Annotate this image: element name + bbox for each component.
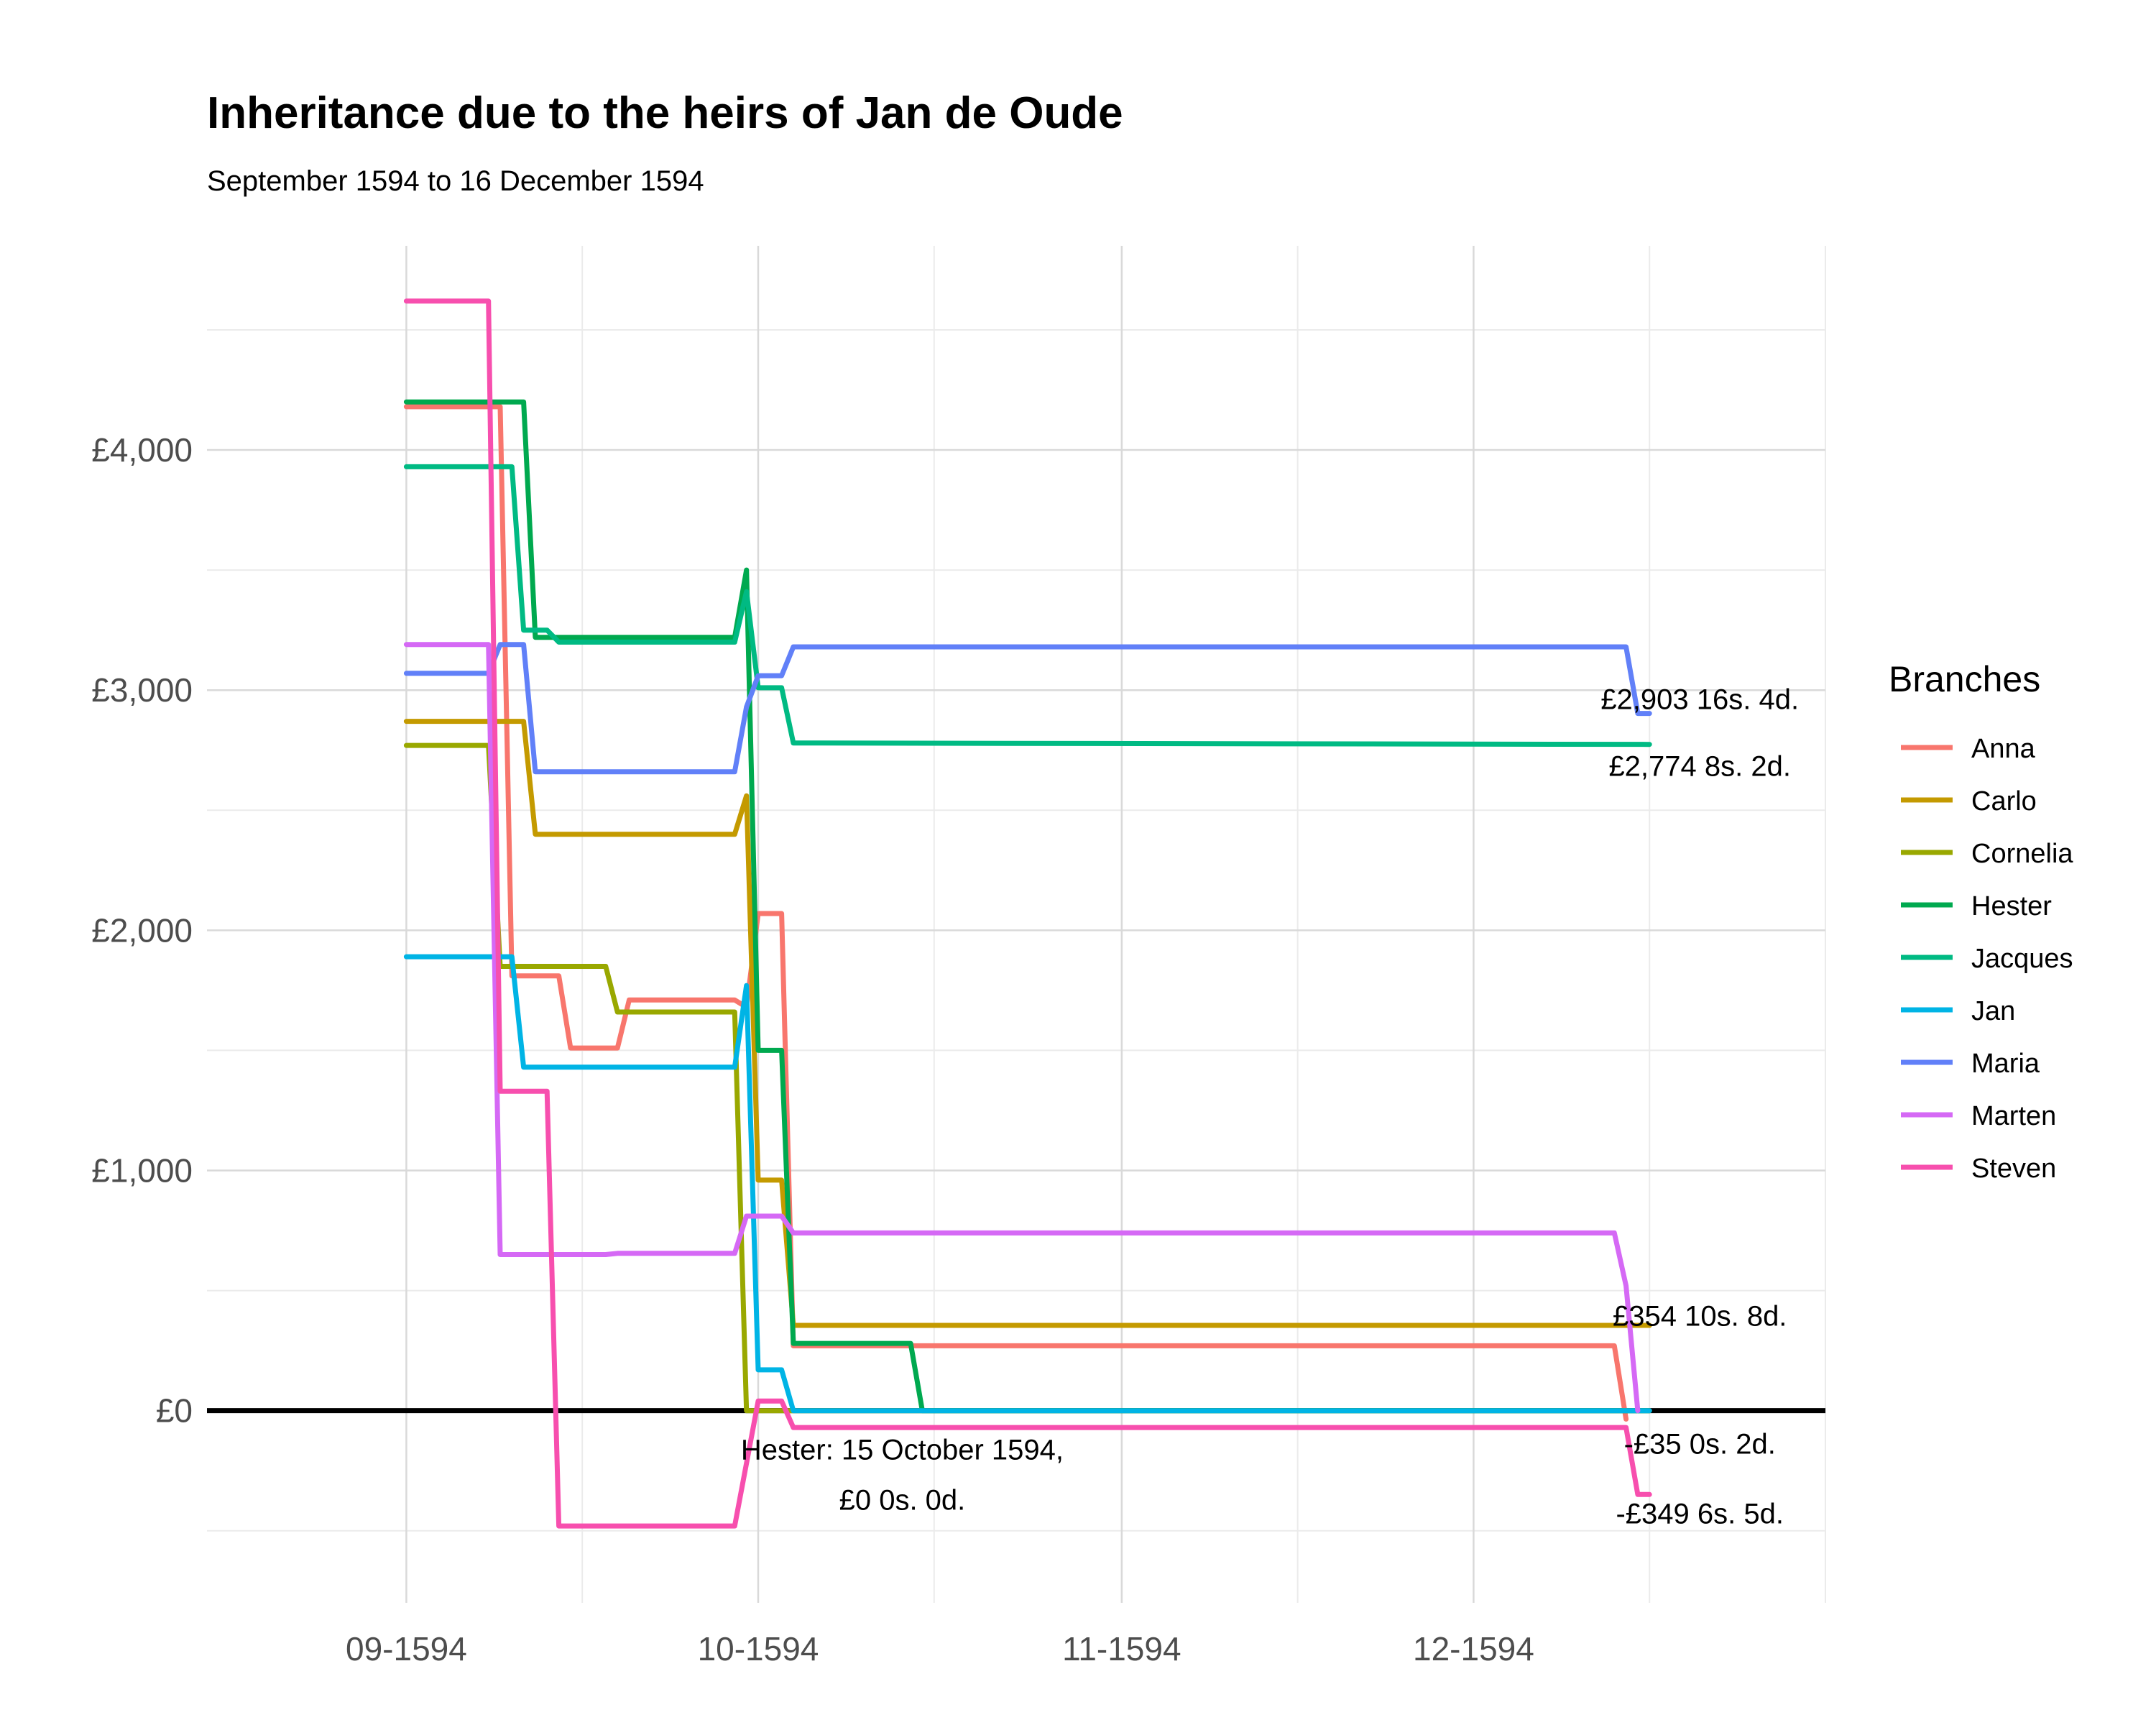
- annotation-label: £2,903 16s. 4d.: [1600, 684, 1799, 716]
- legend-label-jan: Jan: [1971, 996, 2015, 1026]
- chart-title: Inheritance due to the heirs of Jan de O…: [207, 88, 1123, 138]
- x-tick-label: 12-1594: [1413, 1630, 1534, 1668]
- y-tick-label: £3,000: [91, 671, 193, 709]
- series-line-maria: [403, 642, 1652, 775]
- axis-tick-labels: £0 £1,000 £2,000 £3,000 £4,000 09-1594 10-1594…: [91, 431, 1534, 1668]
- series-line-steven: [403, 298, 1652, 1529]
- x-tick-label: 11-1594: [1062, 1630, 1181, 1668]
- annotations: £2,903 16s. 4d. £2,774 8s. 2d. £354 10s. 8…: [741, 684, 1799, 1530]
- annotation-label: -£35 0s. 2d.: [1624, 1428, 1776, 1460]
- annotation-label: £0 0s. 0d.: [839, 1485, 966, 1517]
- y-tick-label: £0: [156, 1392, 193, 1430]
- legend-label-maria: Maria: [1971, 1049, 2040, 1079]
- grid: [207, 246, 1826, 1603]
- annotation-label: -£349 6s. 5d.: [1616, 1498, 1784, 1530]
- legend: Branches Anna Carlo Cornelia Hester Jacques J…: [1889, 659, 2073, 1184]
- x-tick-label: 09-1594: [346, 1630, 467, 1668]
- series-line-cornelia: [403, 742, 1652, 1414]
- legend-label-jacques: Jacques: [1971, 944, 2073, 974]
- series-lines: [403, 298, 1652, 1529]
- series-line-jacques: [403, 464, 1652, 748]
- legend-label-anna: Anna: [1971, 734, 2036, 764]
- annotation-label: £2,774 8s. 2d.: [1608, 751, 1791, 783]
- series-line-anna: [403, 404, 1629, 1422]
- x-tick-label: 10-1594: [698, 1630, 819, 1668]
- series-line-marten: [403, 642, 1641, 1414]
- legend-label-marten: Marten: [1971, 1101, 2056, 1131]
- series-line-jan: [403, 954, 1652, 1414]
- y-tick-label: £1,000: [91, 1152, 193, 1190]
- annotation-label: Hester: 15 October 1594,: [741, 1435, 1064, 1466]
- annotation-label: £354 10s. 8d.: [1613, 1300, 1787, 1332]
- y-tick-label: £4,000: [91, 431, 193, 469]
- legend-label-cornelia: Cornelia: [1971, 839, 2073, 869]
- legend-items: Anna Carlo Cornelia Hester Jacques Jan Maria Ma…: [1901, 734, 2073, 1184]
- chart-subtitle: September 1594 to 16 December 1594: [207, 165, 704, 197]
- legend-label-steven: Steven: [1971, 1154, 2056, 1184]
- legend-title: Branches: [1889, 659, 2040, 699]
- legend-label-hester: Hester: [1971, 891, 2052, 921]
- series-line-hester: [403, 399, 1652, 1414]
- legend-label-carlo: Carlo: [1971, 786, 2037, 816]
- y-tick-label: £2,000: [91, 911, 193, 949]
